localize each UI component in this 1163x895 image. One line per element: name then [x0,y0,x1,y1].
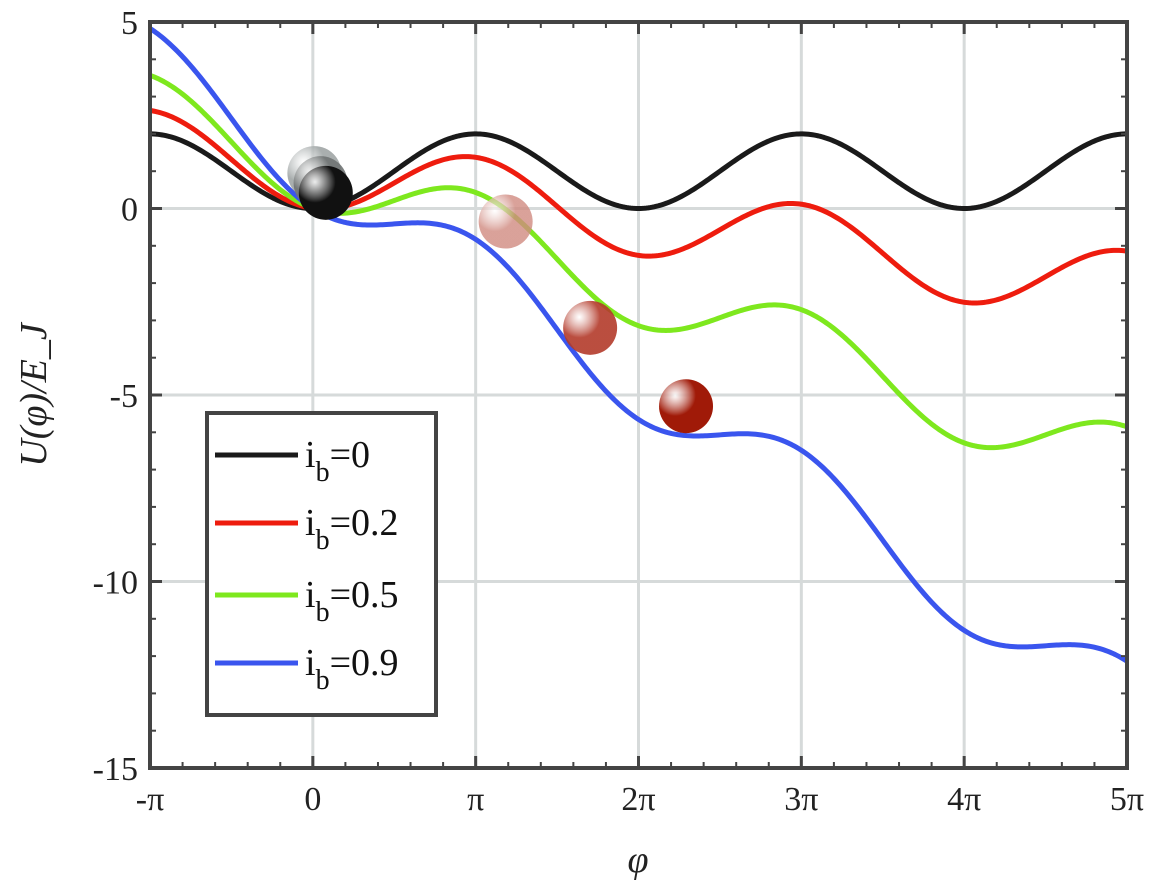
x-axis-title: φ [627,839,648,881]
ticks [148,20,1129,770]
legend-label-0: ib=0 [305,434,370,488]
x-tick-label: 5π [1110,781,1144,818]
ball-marker [659,379,714,434]
legend-label-main: i [305,642,316,684]
legend-label-value: =0.2 [330,502,399,544]
legend-label-value: =0.9 [330,642,399,684]
tick-labels: -π 0 π 2π 3π 4π 5π 5 0 -5 -10 -15 [93,5,1144,818]
legend-label-sub: b [316,665,330,696]
ball-marker [478,194,533,249]
legend-label-value: =0.5 [330,574,399,616]
legend-label-sub: b [316,457,330,488]
x-tick-label: 2π [621,781,655,818]
legend-label-1: ib=0.2 [305,502,399,556]
legend-label-main: i [305,574,316,616]
balls-layer [287,146,714,434]
legend-label-main: i [305,434,316,476]
y-axis-title: U(φ)/E_J [13,321,55,467]
x-tick-label: 0 [304,781,321,818]
ball-marker [563,300,618,355]
x-tick-label: 4π [947,781,981,818]
ball-marker [298,165,353,220]
x-tick-label: 3π [784,781,818,818]
legend-label-2: ib=0.5 [305,574,399,628]
y-tick-label: 0 [121,192,138,229]
x-tick-label: π [467,781,484,818]
y-tick-label: -5 [110,378,138,415]
legend-label-3: ib=0.9 [305,642,399,696]
y-tick-label: 5 [121,5,138,42]
legend: ib=0ib=0.2ib=0.5ib=0.9 [205,411,438,717]
legend-label-main: i [305,502,316,544]
x-tick-label: -π [136,781,165,818]
legend-label-sub: b [316,525,330,556]
legend-label-sub: b [316,597,330,628]
y-tick-label: -10 [93,565,138,602]
legend-label-value: =0 [330,434,370,476]
y-tick-label: -15 [93,751,138,788]
